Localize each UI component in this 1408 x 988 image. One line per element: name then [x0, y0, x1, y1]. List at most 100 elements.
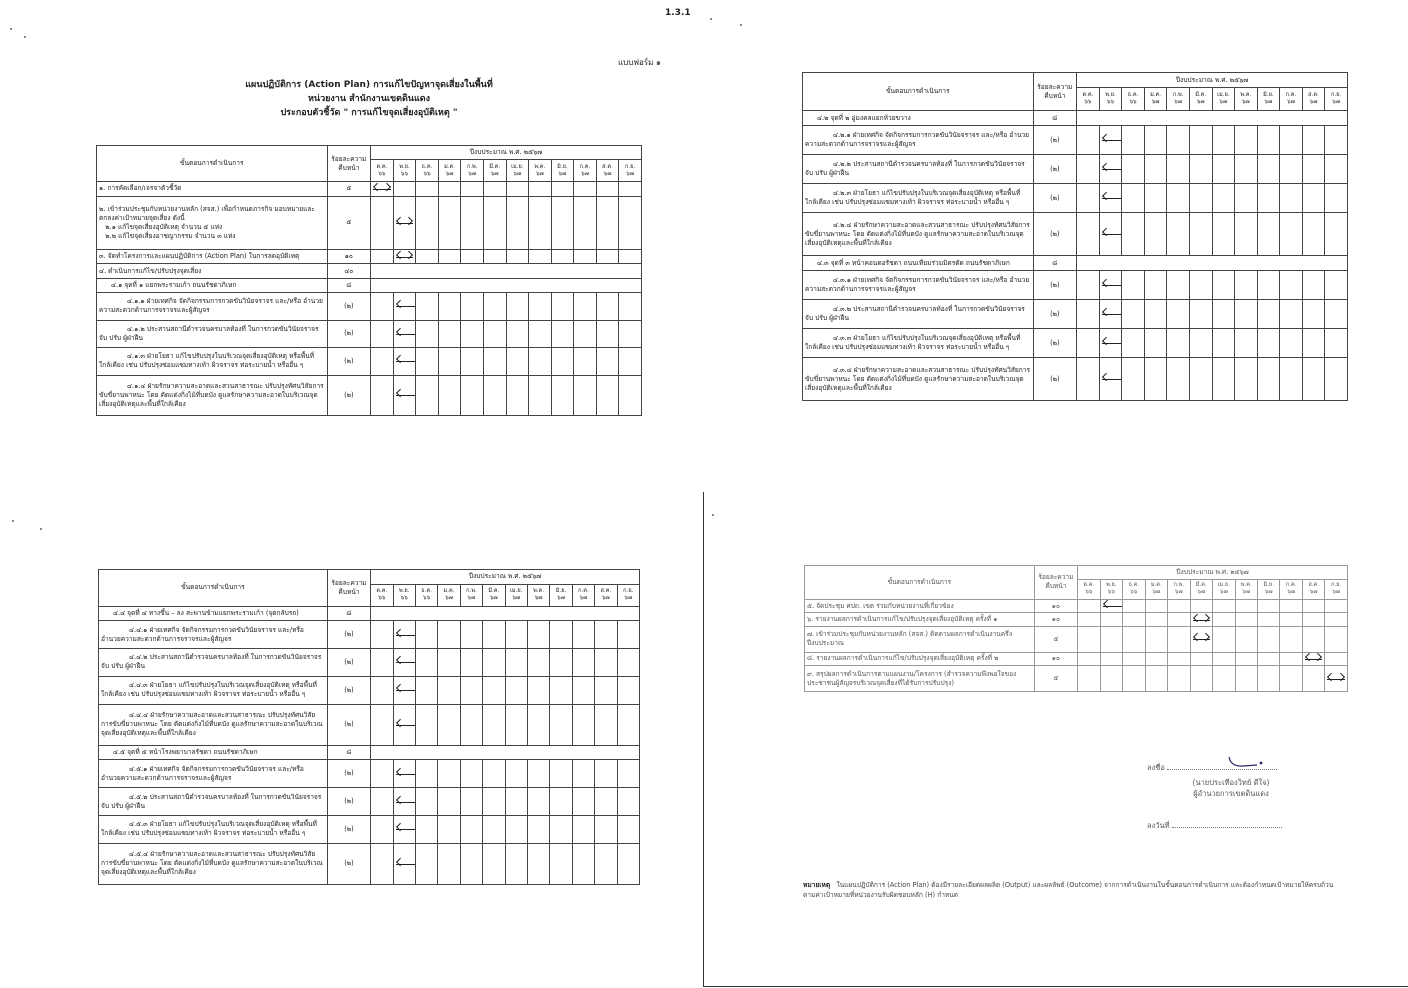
month-cell	[392, 815, 416, 844]
month-cell	[549, 787, 573, 817]
header-row: ขั้นตอนการดำเนินการ ร้อยละความคืบหน้า ปีงบ…	[802, 71, 1348, 112]
timeline-arrow	[1101, 343, 1121, 345]
month-cell	[1099, 665, 1124, 692]
month-cell	[1121, 328, 1145, 359]
section-row: ๔.๕ จุดที่ ๕ หน้าโรงพยาบาลรัชดา ถนนรัชดา…	[98, 744, 640, 761]
month-cell	[414, 703, 439, 746]
step-label: ๔.๑.๓ ฝ่ายโยธา แก้ไขปรับปรุงในบริเวณจุดเ…	[96, 347, 328, 376]
month-cell	[415, 374, 439, 417]
month-cell	[1234, 299, 1258, 330]
timeline-arrow	[395, 773, 415, 775]
month-cell	[549, 620, 573, 650]
progress-weight: ๘	[1032, 110, 1078, 127]
timeline-arrow	[395, 662, 415, 664]
month-cell	[1098, 270, 1123, 301]
month-cell	[1166, 328, 1190, 359]
month-name: พ.ค.	[534, 163, 546, 170]
steps-header: ขั้นตอนการดำเนินการ	[98, 569, 328, 607]
month-cell	[594, 842, 618, 886]
month-cell	[571, 815, 596, 844]
month-cell	[1076, 328, 1100, 359]
month-year: ๖๗	[1287, 589, 1296, 596]
month-name: ม.ค.	[443, 588, 455, 595]
month-cell	[370, 292, 394, 321]
step-row: ๔.๔.๑ ฝ่ายเทศกิจ จัดกิจกรรมการกวดขันวินั…	[98, 620, 641, 650]
month-cell	[504, 620, 528, 650]
month-cell	[1188, 357, 1213, 401]
month-cell	[1099, 598, 1124, 614]
month-year: ๖๗	[601, 595, 610, 602]
month-name: พ.ย.	[398, 588, 410, 595]
progress-weight: ๕	[1033, 665, 1079, 692]
month-cell	[1211, 357, 1236, 401]
month-cell	[550, 248, 575, 265]
month-cell	[1324, 665, 1348, 692]
month-cell	[1143, 154, 1168, 185]
month-name: ส.ค.	[1308, 582, 1320, 589]
month-cell	[1077, 651, 1101, 667]
step-row: ๔.๓.๒ ประสานสถานีตำรวจนครบาลท้องที่ ในกา…	[802, 299, 1348, 330]
progress-header: ร้อยละความคืบหน้า	[1032, 71, 1078, 112]
document-title: แผนปฏิบัติการ (Action Plan) การแก้ไขปัญห…	[96, 78, 642, 120]
progress-weight: (๒)	[1032, 183, 1078, 214]
month-cell	[1167, 625, 1191, 653]
month-cell	[550, 181, 575, 197]
month-header: ต.ค. ๖๖	[370, 159, 394, 183]
progress-weight: (๒)	[1032, 125, 1078, 156]
month-cell	[460, 347, 484, 376]
month-year: ๖๗	[534, 595, 543, 602]
month-cell	[1121, 183, 1145, 214]
month-cell	[1121, 212, 1145, 257]
fiscal-year-header: ปีงบประมาณ พ.ศ. ๒๕๖๗	[370, 144, 642, 161]
month-cell	[1256, 651, 1281, 667]
merged-timeline-cell	[1076, 255, 1348, 272]
month-cell	[618, 347, 642, 376]
scan-speck	[710, 18, 712, 20]
progress-weight: (๒)	[326, 759, 372, 789]
month-year: ๖๗	[1174, 589, 1183, 596]
step-label: ๔.๕.๔ ฝ่ายรักษาความสะอาดและสวนสาธารณะ ปร…	[98, 842, 328, 886]
action-plan-table-2: ขั้นตอนการดำเนินการ ร้อยละความคืบหน้า ปีงบ…	[802, 71, 1348, 401]
scan-speck	[10, 28, 12, 30]
month-cell	[1301, 328, 1326, 359]
month-cell	[414, 815, 439, 844]
progress-weight: ๕	[326, 195, 372, 250]
section-row: ๔.๑ จุดที่ ๑ แยกพระรามเก้า ถนนรัชดาภิเษก…	[96, 277, 642, 294]
month-header: เม.ย. ๖๗	[505, 159, 530, 183]
month-cell	[437, 181, 462, 197]
timeline-arrow	[395, 690, 415, 692]
month-cell	[1122, 625, 1146, 653]
signature-line: ลงชื่อ	[1147, 756, 1278, 774]
month-cell	[1256, 612, 1281, 627]
step-row: ๔.๑.๔ ฝ่ายรักษาความสะอาดและสวนสาธารณะ ปร…	[96, 374, 642, 417]
month-year: ๖๖	[1106, 99, 1115, 106]
month-cell	[370, 759, 394, 789]
month-cell	[1256, 328, 1281, 359]
month-name: ม.ค.	[444, 163, 456, 170]
month-cell	[437, 195, 462, 250]
month-cell	[505, 248, 530, 265]
month-cell	[1301, 154, 1326, 185]
step-row: ๕. จัดประชุม ศปถ. เขต ร่วมกับหน่วยงานที่…	[804, 598, 1348, 614]
step-row: ๔.๔.๔ ฝ่ายรักษาความสะอาดและสวนสาธารณะ ปร…	[98, 703, 641, 746]
month-cell	[1076, 125, 1100, 156]
month-cell	[526, 620, 551, 650]
month-cell	[1234, 665, 1259, 692]
month-cell	[370, 842, 394, 886]
month-cell	[505, 374, 530, 417]
month-year: ๖๗	[1241, 99, 1250, 106]
month-year: ๖๖	[400, 595, 408, 602]
month-cell	[573, 195, 597, 250]
month-cell	[549, 675, 573, 705]
date-field	[1171, 827, 1282, 828]
month-cell	[482, 248, 507, 265]
month-cell	[1324, 598, 1348, 614]
month-cell	[1301, 651, 1326, 667]
month-cell	[1188, 270, 1213, 301]
month-year: ๖๖	[423, 170, 431, 177]
month-cell	[1167, 612, 1191, 627]
step-row: ๔.๓.๑ ฝ่ายเทศกิจ จัดกิจกรรมการกวดขันวินั…	[802, 270, 1348, 301]
timeline-arrow	[1101, 169, 1121, 171]
progress-weight: (๒)	[326, 842, 372, 886]
month-cell	[392, 374, 417, 417]
